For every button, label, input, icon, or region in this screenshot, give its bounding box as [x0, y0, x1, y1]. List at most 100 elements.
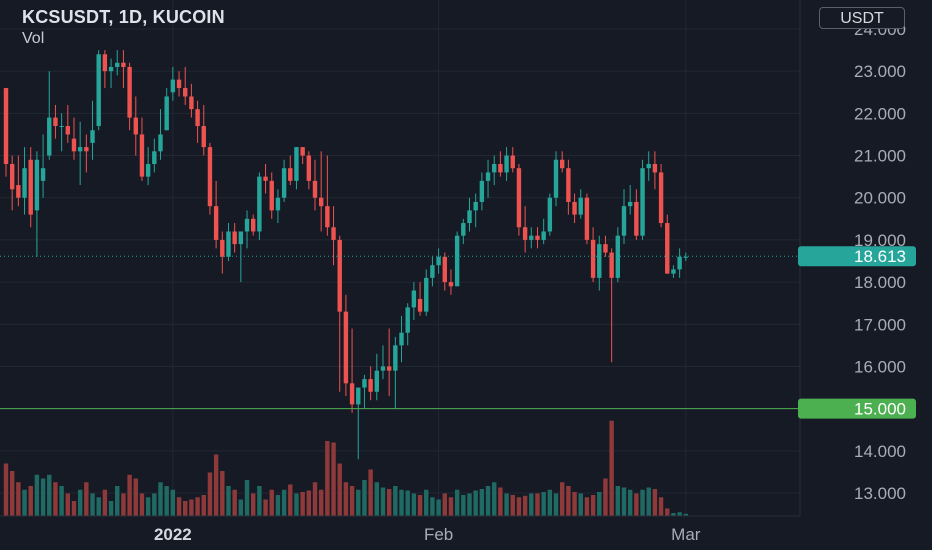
volume-bar [516, 497, 522, 516]
volume-bar [269, 489, 274, 516]
candle-body [640, 168, 645, 236]
candle-body [183, 88, 188, 97]
candle-body [164, 96, 169, 131]
volume-bar [492, 482, 497, 516]
volume-bar [77, 489, 83, 516]
candle-body [516, 168, 522, 228]
volume-bar [244, 480, 250, 516]
candle-body [201, 126, 206, 148]
volume-bar [195, 497, 200, 516]
volume-bar [40, 478, 46, 516]
candle-body [220, 239, 225, 257]
candle-body [677, 256, 682, 270]
volume-bar [275, 495, 281, 516]
volume-bar [572, 492, 577, 516]
currency-button[interactable]: USDT [819, 7, 905, 29]
price-axis[interactable]: 13.000 14.000 15.000 16.000 17.000 18.000 19.0… [799, 0, 932, 550]
candle-body [541, 231, 546, 240]
candle-body [281, 168, 287, 198]
volume-bar [294, 493, 299, 516]
volume-bar [71, 501, 77, 516]
volume-bar [53, 482, 58, 516]
candle-body [473, 201, 478, 211]
candle-body [597, 244, 602, 278]
candle-body [522, 227, 528, 240]
time-axis[interactable]: 2022 Feb Mar [154, 525, 701, 544]
candle-body [263, 176, 268, 181]
volume-bar [671, 513, 676, 516]
candlestick-series [3, 50, 688, 460]
candle-body [627, 201, 633, 207]
candle-body [374, 370, 379, 392]
volume-bar [84, 482, 89, 516]
candle-body [411, 290, 417, 308]
candle-body [300, 147, 305, 156]
volume-bar [430, 497, 435, 516]
price-badges: 18.613 15.000 [798, 246, 916, 419]
volume-bar [139, 493, 145, 516]
candle-body [590, 239, 596, 278]
candle-body [84, 147, 89, 152]
candle-body [634, 201, 639, 236]
price-tick-label: 21.000 [854, 147, 906, 166]
volume-bar [59, 486, 64, 516]
candle-body [325, 206, 330, 228]
candle-body [257, 176, 262, 232]
price-tick-label: 22.000 [854, 104, 906, 123]
volume-bar [448, 497, 454, 516]
volume-bar [677, 512, 682, 516]
volume-bar [411, 493, 417, 516]
volume-bar [386, 489, 392, 516]
candle-body [65, 126, 70, 135]
volume-bar [510, 495, 515, 516]
volume-bar [325, 441, 330, 516]
candle-body [226, 231, 231, 257]
volume-bar [145, 497, 151, 516]
volume-bar [665, 508, 670, 516]
candle-body [572, 201, 577, 215]
candle-body [28, 159, 33, 215]
volume-bar [609, 420, 614, 516]
candle-body [399, 332, 404, 346]
candle-body [9, 163, 15, 190]
candle-body [22, 168, 27, 198]
volume-bar [9, 471, 15, 516]
volume-bar [213, 454, 219, 516]
candle-body [343, 311, 349, 384]
time-tick-label: 2022 [154, 525, 192, 544]
volume-bar [393, 486, 398, 516]
volume-bar [158, 482, 163, 516]
volume-bar [281, 489, 287, 516]
candle-body [47, 117, 52, 156]
volume-bar [257, 486, 262, 516]
candle-body [145, 163, 151, 177]
candle-body [331, 227, 336, 240]
candle-body [40, 168, 46, 181]
time-tick-label: Feb [424, 525, 453, 544]
volume-bar [220, 471, 225, 516]
candle-body [96, 54, 101, 127]
price-axis-background [800, 0, 932, 550]
candle-body [609, 252, 614, 278]
volume-bar [232, 489, 237, 516]
price-tick-label: 23.000 [854, 62, 906, 81]
volume-bar [65, 493, 70, 516]
candle-body [646, 163, 651, 169]
price-tick-label: 13.000 [854, 484, 906, 503]
candle-body [294, 147, 299, 181]
candle-body [479, 180, 485, 202]
volume-bar [263, 499, 268, 516]
candle-body [683, 256, 688, 258]
volume-bar [627, 489, 633, 516]
volume-bar [578, 493, 583, 516]
level-price-badge: 15.000 [854, 400, 906, 419]
volume-bar [461, 495, 466, 516]
volume-bar [133, 478, 138, 516]
volume-bar [640, 489, 645, 516]
candle-body [207, 147, 213, 207]
volume-bar [479, 489, 485, 516]
candle-body [312, 180, 318, 198]
volume-bar [658, 497, 664, 516]
candle-body [405, 307, 410, 333]
